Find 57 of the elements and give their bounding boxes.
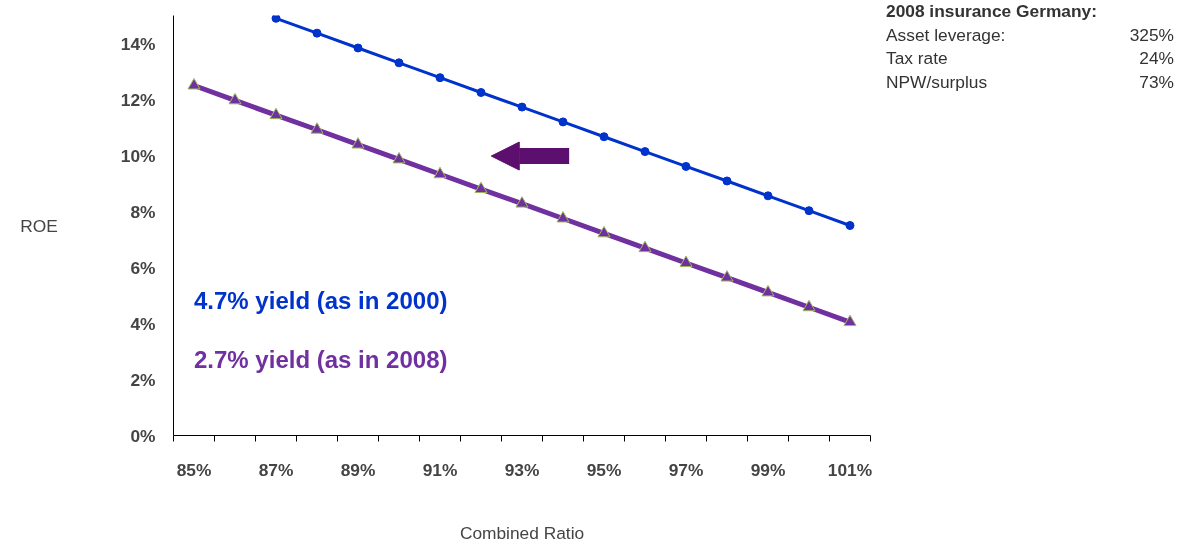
point <box>187 78 201 90</box>
y-tick-label: 2% <box>130 369 156 390</box>
y-tick-label: 14% <box>120 33 156 54</box>
point <box>310 122 324 134</box>
text: 2.7% yield (as in 2008) <box>194 345 448 373</box>
point <box>638 240 652 253</box>
point <box>720 270 734 282</box>
point <box>476 88 486 97</box>
point <box>761 284 775 297</box>
text: Tax rate 24% <box>886 48 1174 69</box>
y-axis-title: ROE <box>20 215 58 236</box>
text: NPW/surplus 73% <box>886 71 1174 92</box>
text: 4.7% yield (as in 2000) <box>194 286 448 314</box>
point <box>515 196 529 208</box>
point <box>845 221 855 230</box>
point <box>435 73 445 83</box>
point <box>312 28 322 38</box>
point <box>681 161 691 171</box>
text: Asset leverage: 325% <box>886 24 1174 45</box>
point <box>392 151 406 164</box>
point <box>597 225 611 238</box>
x-axis-title: Combined Ratio <box>459 522 585 543</box>
text: 2008 insurance Germany: <box>885 0 1098 23</box>
point <box>269 107 283 120</box>
point <box>228 92 242 105</box>
point <box>599 132 609 142</box>
x-tick-label: 87% <box>258 459 294 480</box>
point <box>474 181 488 194</box>
point <box>804 206 814 216</box>
point <box>394 58 404 68</box>
point <box>353 43 363 53</box>
point <box>556 211 570 223</box>
x-tick-label: 95% <box>586 459 622 480</box>
y-tick-label: 8% <box>130 201 156 222</box>
point <box>351 137 365 149</box>
x-tick-label: 91% <box>422 459 458 480</box>
point <box>843 314 857 327</box>
point <box>517 102 527 112</box>
x-tick-label: 99% <box>750 459 786 480</box>
x-tick-label: 89% <box>340 459 376 480</box>
x-tick-label: 93% <box>504 459 540 480</box>
y-tick-label: 10% <box>120 145 156 166</box>
point <box>271 15 281 23</box>
x-tick-label: 101% <box>827 459 873 480</box>
point <box>763 191 773 201</box>
point <box>679 255 693 267</box>
y-tick-label: 0% <box>130 425 156 446</box>
point <box>433 166 447 179</box>
y-tick-label: 4% <box>130 313 156 334</box>
point <box>802 299 816 312</box>
y-tick-label: 6% <box>130 257 156 278</box>
x-tick-label: 85% <box>176 459 212 480</box>
x-tick-label: 97% <box>668 459 704 480</box>
point <box>722 176 732 186</box>
y-tick-label: 12% <box>120 89 156 110</box>
point <box>640 147 650 157</box>
point <box>558 117 568 127</box>
